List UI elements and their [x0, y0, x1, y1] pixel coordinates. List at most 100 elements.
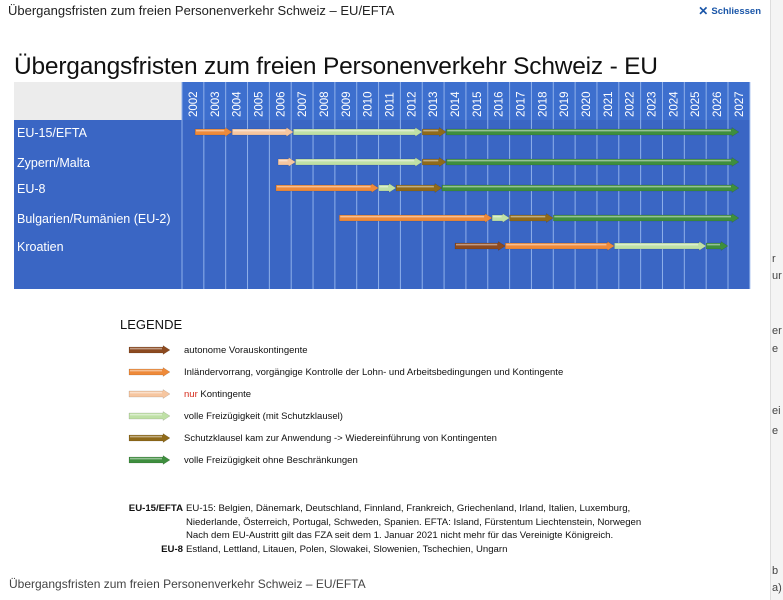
- legend-arrow: [128, 455, 171, 465]
- timeline-segment-light_orange: [232, 127, 294, 137]
- row-label: Bulgarien/Rumänien (EU-2): [17, 212, 171, 226]
- background-page-text: e: [772, 425, 779, 437]
- legend-arrow: [128, 433, 171, 443]
- year-tick-label: 2025: [690, 91, 702, 117]
- legend-label: autonome Vorauskontingente: [184, 344, 308, 356]
- transition-timeline-chart: 2002 2003 2004 2005 2006 2007 2008 2009 2010 2011…: [14, 82, 751, 289]
- timeline-segment-green: [446, 127, 740, 137]
- timeline-segment-light_green: [378, 183, 397, 193]
- row-label: Zypern/Malta: [17, 156, 90, 170]
- background-page-text: ei: [772, 405, 781, 417]
- year-tick-label: 2002: [188, 91, 200, 117]
- close-icon: ✕: [698, 4, 709, 18]
- year-tick-label: 2024: [668, 91, 680, 117]
- chart-title: Übergangsfristen zum freien Personenverk…: [14, 53, 658, 80]
- legend-arrow-green: [128, 455, 171, 465]
- legend-arrow: [128, 345, 171, 355]
- notes: EU-15/EFTA EU-15: Belgien, Dänemark, Deut…: [100, 502, 660, 556]
- year-tick-label: 2020: [581, 91, 593, 117]
- year-tick-label: 2004: [232, 91, 244, 117]
- close-button[interactable]: ✕ Schliessen: [698, 4, 761, 18]
- image-caption: Übergangsfristen zum freien Personenverk…: [9, 577, 366, 591]
- year-tick-label: 2019: [559, 91, 571, 117]
- legend-item: volle Freizügigkeit ohne Beschränkungen: [128, 452, 358, 468]
- year-tick-label: 2011: [384, 92, 396, 117]
- background-page-edge: [770, 0, 783, 600]
- legend-arrow: [128, 389, 171, 399]
- legend-item: autonome Vorauskontingente: [128, 342, 308, 358]
- year-tick-label: 2007: [297, 91, 309, 117]
- note-text: EU-15: Belgien, Dänemark, Deutschland, F…: [186, 503, 642, 541]
- legend-item: volle Freizügigkeit (mit Schutzklausel): [128, 408, 343, 424]
- background-page-text: r: [772, 253, 776, 265]
- year-tick-label: 2013: [428, 91, 440, 117]
- row-label: Kroatien: [17, 240, 64, 254]
- year-tick-label: 2005: [253, 91, 265, 117]
- timeline-segment-orange: [194, 127, 233, 137]
- timeline-segment-olive: [422, 127, 447, 137]
- timeline-segment-green: [705, 241, 729, 251]
- legend-label: nur Kontingente: [184, 388, 252, 400]
- background-page-text: er: [772, 325, 782, 337]
- note-text: Estland, Lettland, Litauen, Polen, Slowa…: [186, 543, 508, 555]
- legend-item: Inländervorrang, vorgängige Kontrolle de…: [128, 364, 563, 380]
- background-page-text: ur: [772, 270, 782, 282]
- note-row: EU-15/EFTA EU-15: Belgien, Dänemark, Deut…: [100, 502, 660, 543]
- year-tick-label: 2003: [210, 91, 222, 117]
- background-page-text: b: [772, 565, 779, 577]
- chart-body: [14, 120, 750, 289]
- timeline-segment-olive: [509, 213, 554, 223]
- year-tick-label: 2014: [450, 91, 462, 117]
- timeline-segment-light_orange: [277, 157, 296, 167]
- year-tick-label: 2026: [712, 91, 724, 117]
- legend-arrow-brown: [128, 345, 171, 355]
- timeline-segment-green: [446, 157, 740, 167]
- timeline-segment-light_green: [491, 213, 510, 223]
- year-tick-label: 2008: [319, 91, 331, 117]
- timeline-segment-orange: [339, 213, 493, 223]
- year-tick-label: 2023: [647, 91, 659, 117]
- year-tick-label: 2018: [537, 91, 549, 117]
- lightbox-title: Übergangsfristen zum freien Personenverk…: [8, 3, 395, 18]
- timeline-segment-light_green: [295, 157, 423, 167]
- timeline-segment-orange: [275, 183, 379, 193]
- legend-label: Inländervorrang, vorgängige Kontrolle de…: [184, 366, 564, 378]
- background-page-text: e: [772, 343, 779, 355]
- legend-arrow: [128, 367, 171, 377]
- year-tick-label: 2027: [734, 91, 746, 117]
- legend-label: Schutzklausel kam zur Anwendung -> Wiede…: [184, 432, 497, 444]
- year-tick-label: 2017: [516, 91, 528, 117]
- year-tick-label: 2015: [472, 91, 484, 117]
- note-key: EU-8: [161, 543, 183, 555]
- timeline-segment-olive: [422, 157, 447, 167]
- year-tick-label: 2009: [341, 91, 353, 117]
- legend-item: nur Kontingente: [128, 386, 251, 402]
- year-tick-label: 2006: [275, 91, 287, 117]
- timeline-segment-brown: [454, 241, 506, 251]
- timeline-segment-green: [553, 213, 740, 223]
- year-tick-label: 2022: [625, 91, 637, 117]
- year-tick-label: 2016: [494, 91, 506, 117]
- note-row: EU-8 Estland, Lettland, Litauen, Polen, S…: [100, 543, 660, 557]
- close-button-label: Schliessen: [711, 6, 761, 17]
- timeline-segment-green: [441, 183, 740, 193]
- legend-title: LEGENDE: [120, 317, 183, 332]
- note-key: EU-15/EFTA: [128, 503, 183, 514]
- legend-arrow-light_orange: [128, 389, 171, 399]
- background-page-text: a): [772, 582, 782, 594]
- year-tick-label: 2012: [406, 91, 418, 117]
- legend-arrow: [128, 411, 171, 421]
- legend-arrow-light_green: [128, 411, 171, 421]
- timeline-segment-light_green: [293, 127, 423, 137]
- legend-arrow-olive: [128, 433, 171, 443]
- timeline-segment-orange: [505, 241, 615, 251]
- legend-label: volle Freizügigkeit ohne Beschränkungen: [184, 454, 358, 466]
- header-corner: [14, 82, 182, 120]
- timeline-segment-light_green: [614, 241, 707, 251]
- year-tick-label: 2010: [363, 91, 375, 117]
- row-label: EU-8: [17, 182, 46, 196]
- legend-item: Schutzklausel kam zur Anwendung -> Wiede…: [128, 430, 497, 446]
- legend-label: volle Freizügigkeit (mit Schutzklausel): [184, 410, 343, 422]
- timeline-segment-olive: [395, 183, 443, 193]
- row-label: EU-15/EFTA: [17, 126, 88, 140]
